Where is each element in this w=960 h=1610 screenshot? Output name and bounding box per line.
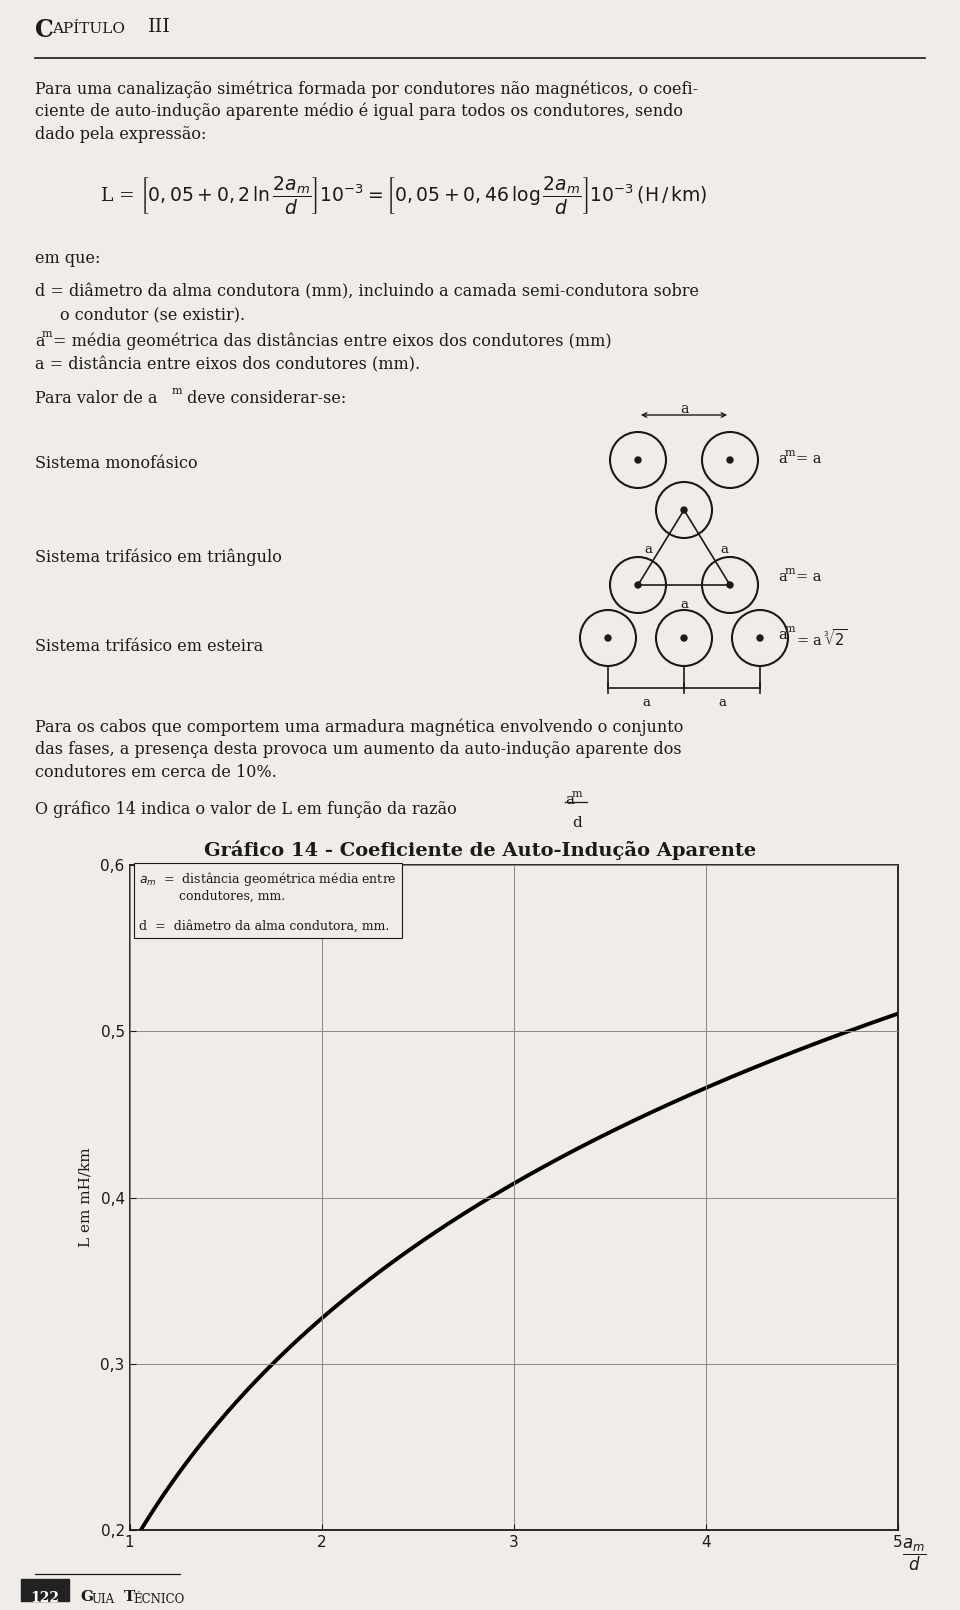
FancyBboxPatch shape — [21, 1579, 69, 1600]
Text: Sistema monofásico: Sistema monofásico — [35, 456, 198, 472]
Text: d: d — [572, 816, 582, 831]
Text: Para valor de a: Para valor de a — [35, 390, 157, 407]
Text: a: a — [680, 597, 688, 612]
Text: a: a — [642, 696, 650, 708]
Text: T: T — [124, 1591, 135, 1604]
Text: em que:: em que: — [35, 250, 101, 267]
Text: Sistema trifásico em esteira: Sistema trifásico em esteira — [35, 638, 263, 655]
Text: a = distância entre eixos dos condutores (mm).: a = distância entre eixos dos condutores… — [35, 356, 420, 374]
Circle shape — [681, 507, 687, 514]
Text: a: a — [35, 333, 44, 349]
Text: a: a — [644, 543, 652, 555]
Text: = a: = a — [796, 570, 822, 584]
Text: C: C — [35, 18, 54, 42]
Text: O gráfico 14 indica o valor de L em função da razão: O gráfico 14 indica o valor de L em funç… — [35, 800, 457, 818]
Text: III: III — [148, 18, 171, 35]
Text: 122: 122 — [31, 1591, 60, 1605]
Text: a: a — [778, 570, 787, 584]
Text: Sistema trifásico em triângulo: Sistema trifásico em triângulo — [35, 547, 282, 565]
Text: das fases, a presença desta provoca um aumento da auto-indução aparente dos: das fases, a presença desta provoca um a… — [35, 741, 682, 758]
Text: a: a — [778, 628, 787, 642]
Text: a: a — [718, 696, 726, 708]
Text: Para uma canalização simétrica formada por condutores não magnéticos, o coefi-: Para uma canalização simétrica formada p… — [35, 80, 698, 98]
Text: a: a — [778, 452, 787, 465]
Text: ÉCNICO: ÉCNICO — [133, 1592, 184, 1607]
Text: o condutor (se existir).: o condutor (se existir). — [60, 306, 245, 324]
Circle shape — [635, 457, 641, 464]
Text: m: m — [572, 789, 583, 799]
Text: G: G — [80, 1591, 93, 1604]
Circle shape — [635, 581, 641, 588]
Text: m: m — [42, 328, 53, 340]
Text: = média geométrica das distâncias entre eixos dos condutores (mm): = média geométrica das distâncias entre … — [53, 333, 612, 351]
Circle shape — [727, 457, 733, 464]
Text: m: m — [785, 625, 796, 634]
Text: L = $\left[0,05 + 0,2\,\mathrm{ln}\,\dfrac{2a_m}{d}\right]10^{-3} = \left[0,05 +: L = $\left[0,05 + 0,2\,\mathrm{ln}\,\dfr… — [100, 175, 708, 217]
Text: a: a — [565, 794, 574, 807]
Circle shape — [757, 634, 763, 641]
Circle shape — [681, 634, 687, 641]
Text: Para os cabos que comportem uma armadura magnética envolvendo o conjunto: Para os cabos que comportem uma armadura… — [35, 718, 684, 736]
Text: d = diâmetro da alma condutora (mm), incluindo a camada semi-condutora sobre: d = diâmetro da alma condutora (mm), inc… — [35, 283, 699, 299]
Text: APÍTULO: APÍTULO — [52, 23, 125, 35]
Text: deve considerar-se:: deve considerar-se: — [182, 390, 347, 407]
Y-axis label: L em mH/km: L em mH/km — [78, 1148, 92, 1248]
Text: $\dfrac{a_m}{d}$: $\dfrac{a_m}{d}$ — [902, 1536, 926, 1573]
Text: condutores em cerca de 10%.: condutores em cerca de 10%. — [35, 765, 276, 781]
Text: = a$\,\sqrt[3]{2}$: = a$\,\sqrt[3]{2}$ — [796, 628, 848, 649]
Text: $a_m$  =  distância geométrica média entre
          condutores, mm.

d  =  diâm: $a_m$ = distância geométrica média entre… — [139, 869, 396, 932]
Text: a: a — [680, 402, 688, 415]
Text: Gráfico 14 - Coeficiente de Auto-Indução Aparente: Gráfico 14 - Coeficiente de Auto-Indução… — [204, 840, 756, 860]
Text: m: m — [172, 386, 182, 396]
Text: m: m — [785, 448, 796, 457]
Text: dado pela expressão:: dado pela expressão: — [35, 126, 206, 143]
Text: a: a — [720, 543, 728, 555]
Circle shape — [727, 581, 733, 588]
Text: m: m — [785, 567, 796, 576]
Text: UIA: UIA — [91, 1592, 114, 1607]
Text: = a: = a — [796, 452, 822, 465]
Text: ciente de auto-indução aparente médio é igual para todos os condutores, sendo: ciente de auto-indução aparente médio é … — [35, 103, 683, 121]
Circle shape — [605, 634, 611, 641]
